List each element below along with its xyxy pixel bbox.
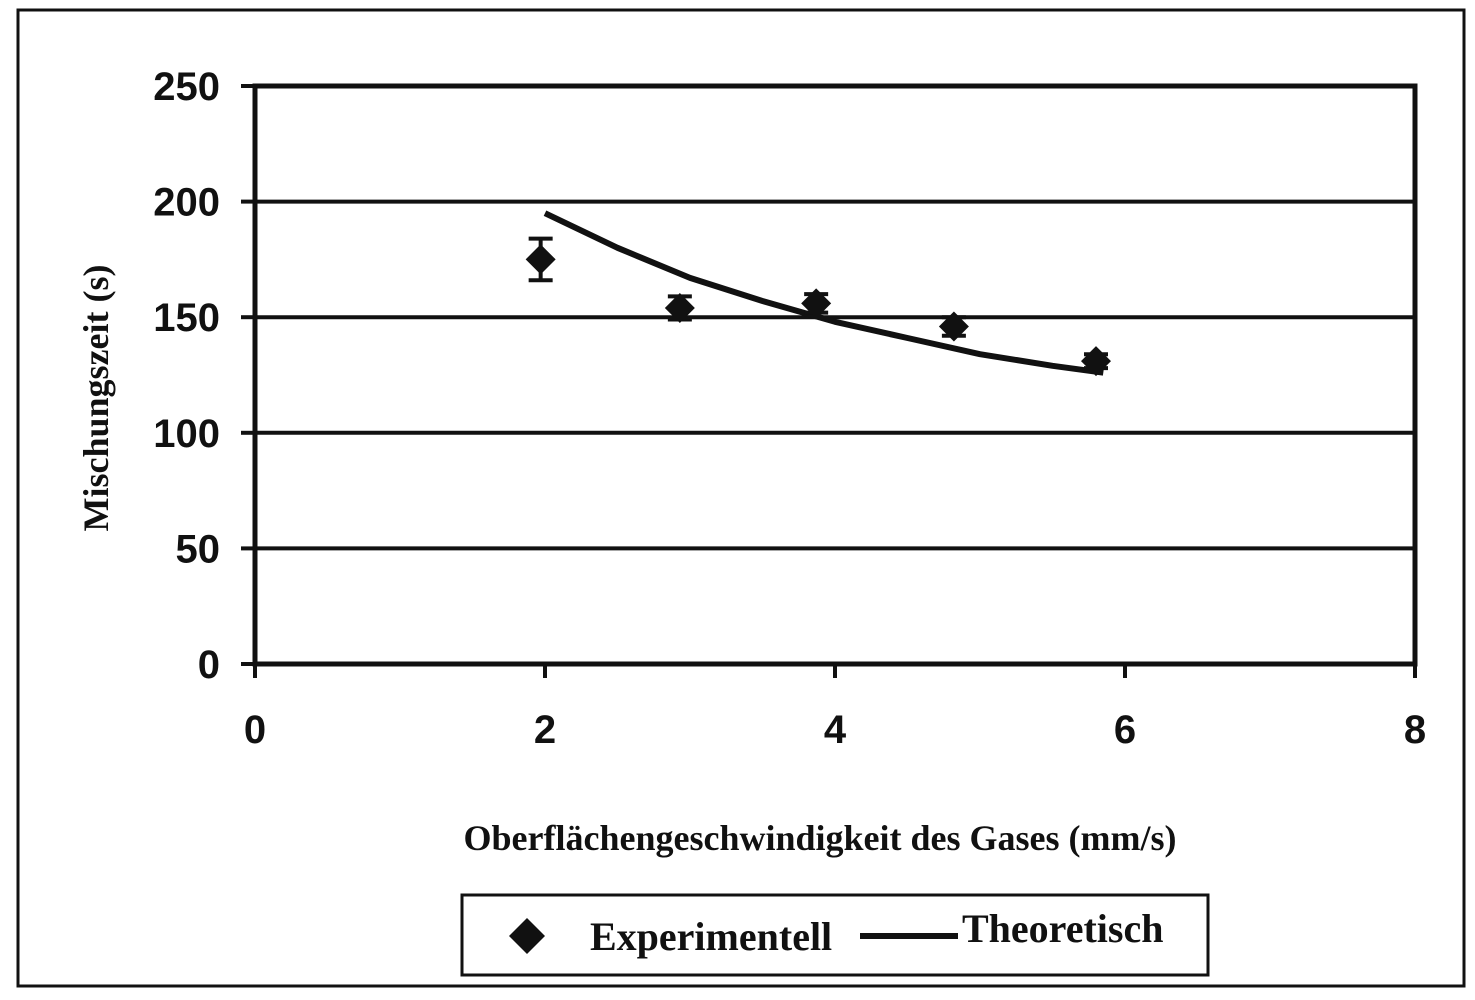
legend-label-theoretisch: Theoretisch [962, 906, 1163, 951]
point-experimentell-3 [939, 311, 969, 341]
x-tick-label-1: 2 [534, 708, 556, 752]
y-tick-label-4: 200 [153, 181, 220, 225]
y-tick-label-3: 150 [153, 296, 220, 340]
y-tick-label-2: 100 [153, 412, 220, 456]
y-axis-title: Mischungszeit (s) [76, 265, 116, 532]
x-axis-title: Oberflächengeschwindigkeit des Gases (mm… [464, 818, 1177, 858]
y-tick-label-1: 50 [176, 527, 221, 571]
x-tick-label-4: 8 [1404, 708, 1426, 752]
legend-label-experimentell: Experimentell [590, 914, 832, 959]
y-tick-label-0: 0 [198, 643, 220, 687]
legend: Experimentell Theoretisch [462, 895, 1208, 975]
x-tick-label-0: 0 [244, 708, 266, 752]
x-tick-label-3: 6 [1114, 708, 1136, 752]
point-experimentell-1 [665, 293, 695, 323]
point-experimentell-2 [801, 288, 831, 318]
x-tick-label-2: 4 [824, 708, 847, 752]
y-tick-label-5: 250 [153, 65, 220, 109]
